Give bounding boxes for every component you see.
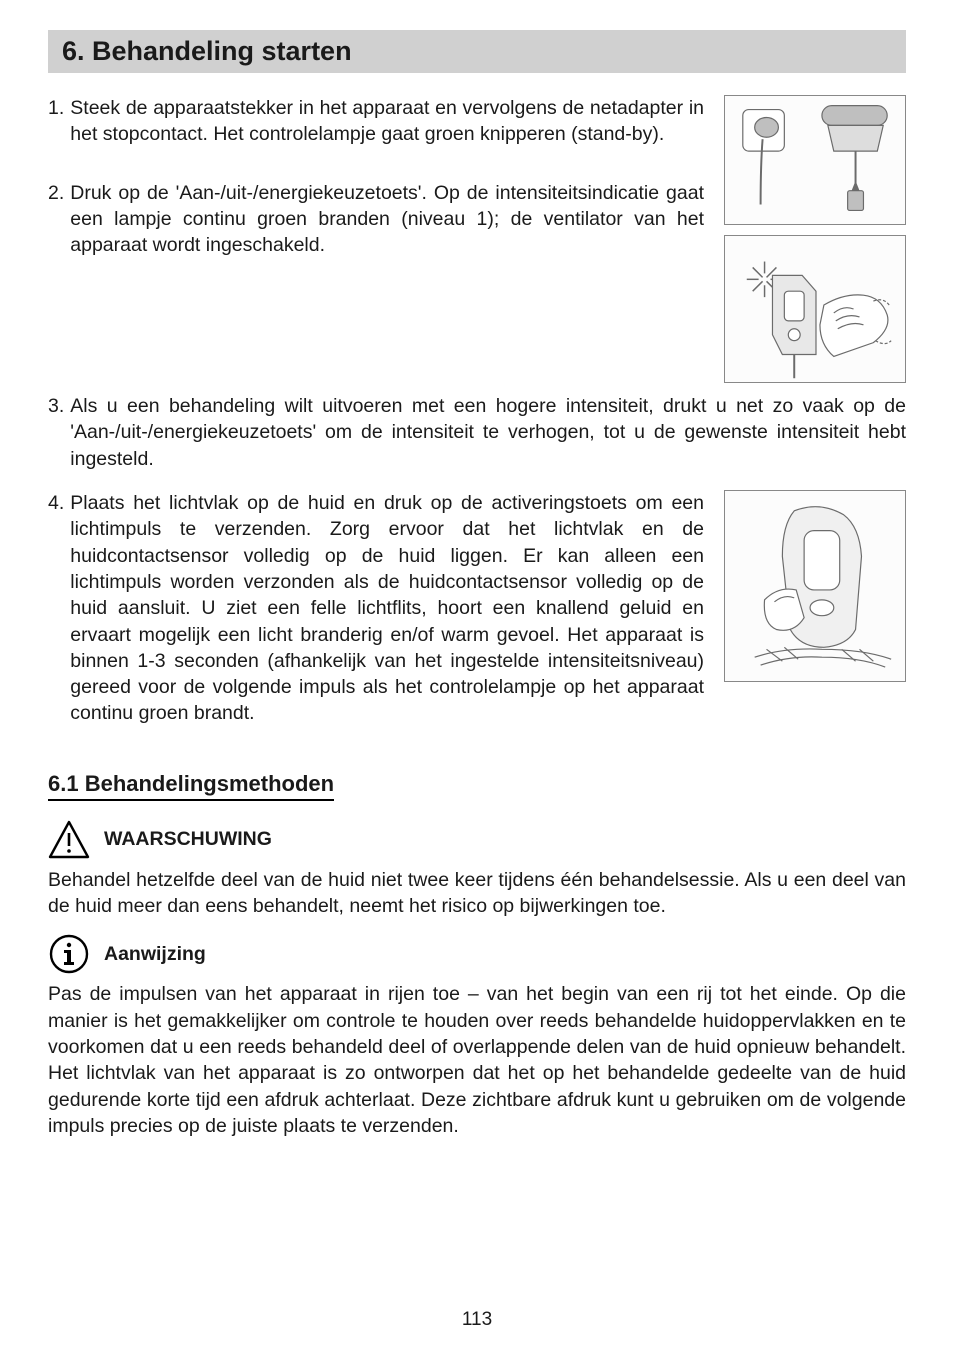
step-1: 1. Steek de apparaatstekker in het appar…	[48, 95, 704, 148]
step-4: 4. Plaats het lichtvlak op de huid en dr…	[48, 490, 704, 727]
step-number: 3.	[48, 393, 64, 472]
warning-icon	[48, 819, 90, 861]
step-3: 3. Als u een behandeling wilt uitvoeren …	[48, 393, 906, 472]
page-number: 113	[48, 1309, 906, 1331]
step-2: 2. Druk op de 'Aan-/uit-/energiekeuzetoe…	[48, 180, 704, 259]
section-header: 6. Behandeling starten	[48, 30, 906, 73]
row-steps-1-2: 1. Steek de apparaatstekker in het appar…	[48, 95, 906, 393]
step-text: Druk op de 'Aan-/uit-/energiekeuzetoets'…	[70, 180, 704, 259]
warning-callout: WAARSCHUWING	[48, 819, 906, 861]
step-number: 1.	[48, 95, 64, 148]
warning-label: WAARSCHUWING	[104, 828, 272, 851]
step-text: Plaats het lichtvlak op de huid en druk …	[70, 490, 704, 727]
step-number: 4.	[48, 490, 64, 727]
figure-plug-adapter	[724, 95, 906, 225]
step-text: Steek de apparaatstekker in het apparaat…	[70, 95, 704, 148]
figure-device-on-skin	[724, 490, 906, 682]
step-number: 2.	[48, 180, 64, 259]
figure-button-press	[724, 235, 906, 383]
note-text: Pas de impulsen van het apparaat in rije…	[48, 981, 906, 1139]
row-step-4: 4. Plaats het lichtvlak op de huid en dr…	[48, 490, 906, 745]
note-label: Aanwijzing	[104, 943, 206, 966]
info-icon	[48, 933, 90, 975]
note-callout: Aanwijzing	[48, 933, 906, 975]
step-text: Als u een behandeling wilt uitvoeren met…	[70, 393, 906, 472]
warning-text: Behandel hetzelfde deel van de huid niet…	[48, 867, 906, 920]
subsection-heading: 6.1 Behandelingsmethoden	[48, 745, 906, 805]
